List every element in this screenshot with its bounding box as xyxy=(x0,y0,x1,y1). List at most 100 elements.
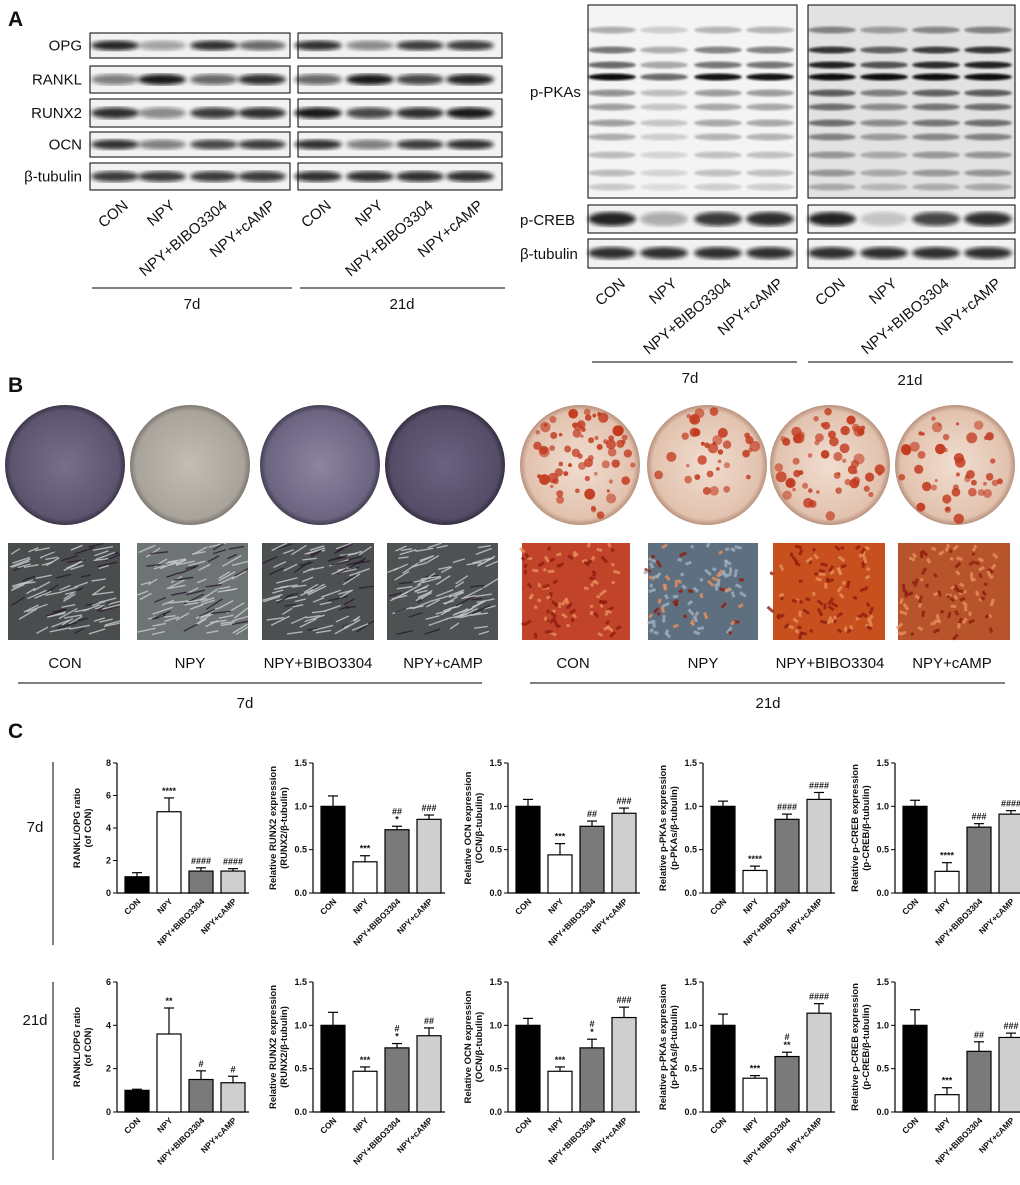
y-axis-label: (OCN/β-tubulin) xyxy=(474,1012,485,1083)
blot-band xyxy=(860,169,908,177)
cell-texture xyxy=(581,558,588,564)
y-tick-label: 1.0 xyxy=(684,1020,697,1030)
stain-spot xyxy=(692,428,701,437)
cell-texture xyxy=(282,607,293,616)
cell-texture xyxy=(175,612,190,621)
cell-texture xyxy=(185,564,199,570)
cell-texture xyxy=(477,556,495,566)
blot-band xyxy=(912,26,960,34)
cell-texture xyxy=(73,546,95,555)
cell-texture xyxy=(306,627,318,632)
cell-texture xyxy=(26,587,36,595)
y-axis-label: (of CON) xyxy=(83,808,94,847)
cell-texture xyxy=(154,596,167,603)
cell-texture xyxy=(958,582,965,588)
cell-texture xyxy=(402,562,419,574)
significance-label: # xyxy=(589,1019,594,1029)
blot-band xyxy=(138,107,186,119)
cell-texture xyxy=(946,594,951,599)
y-tick-label: 0 xyxy=(106,888,111,898)
bar xyxy=(156,1033,182,1113)
significance-label: ## xyxy=(587,809,597,819)
cell-texture xyxy=(946,543,951,548)
stain-spot xyxy=(681,432,689,440)
blot-band xyxy=(694,133,742,141)
stain-spot xyxy=(584,414,592,421)
cell-texture xyxy=(813,553,820,560)
cell-texture xyxy=(10,548,21,555)
blot-band xyxy=(588,73,636,81)
cell-texture xyxy=(610,547,615,553)
blot-band xyxy=(746,26,794,34)
blot-band xyxy=(588,169,636,177)
blot-band xyxy=(808,151,856,159)
cell-texture xyxy=(766,605,775,614)
bar xyxy=(742,1077,768,1113)
stain-spot xyxy=(820,450,830,459)
blot-band xyxy=(588,119,636,127)
stain-spot xyxy=(868,491,874,498)
cell-texture xyxy=(471,597,483,601)
condition-label: NPY xyxy=(646,275,681,308)
blot-band xyxy=(808,26,856,34)
cell-texture xyxy=(222,555,242,567)
blot-band xyxy=(808,103,856,111)
cell-texture xyxy=(971,547,976,552)
blot-band xyxy=(238,74,286,85)
cell-texture xyxy=(957,622,961,629)
stain-spot xyxy=(909,441,920,452)
cell-texture xyxy=(276,595,298,602)
bar xyxy=(806,1012,832,1113)
blot-band xyxy=(640,26,688,34)
stain-spot xyxy=(977,488,985,497)
cell-texture xyxy=(648,575,655,581)
cell-texture xyxy=(454,607,474,615)
cell-texture xyxy=(783,622,790,629)
cell-texture xyxy=(816,599,824,606)
cell-texture xyxy=(852,595,858,601)
cell-texture xyxy=(679,551,687,558)
stain-spot xyxy=(538,446,550,458)
y-tick-label: 0.0 xyxy=(489,888,502,898)
cell-texture xyxy=(961,617,968,625)
stain-spot xyxy=(966,432,978,444)
blot-band xyxy=(396,74,444,85)
blot-band xyxy=(694,119,742,127)
stain-spot xyxy=(577,462,586,470)
y-axis-label: (p-CREB/β-tubulin) xyxy=(861,785,872,870)
cell-texture xyxy=(937,590,942,597)
cell-texture xyxy=(990,563,997,570)
blot-band xyxy=(964,212,1012,226)
cell-texture xyxy=(978,572,983,579)
blot-band xyxy=(588,247,636,259)
bar xyxy=(352,1070,378,1113)
blot-band xyxy=(640,61,688,69)
blot-band xyxy=(912,103,960,111)
y-tick-label: 0.0 xyxy=(684,888,697,898)
cell-texture xyxy=(425,615,440,621)
stain-spot xyxy=(563,471,569,477)
cell-texture xyxy=(461,594,476,600)
cell-texture xyxy=(776,613,785,620)
stain-spot xyxy=(814,440,820,446)
condition-label: CON xyxy=(95,197,131,231)
cell-texture xyxy=(45,557,60,567)
bar xyxy=(547,1070,573,1113)
cell-texture xyxy=(36,626,49,635)
cell-texture xyxy=(954,561,962,569)
stain-spot xyxy=(558,432,563,437)
cell-texture xyxy=(604,609,609,617)
cell-texture xyxy=(932,591,939,597)
cell-texture xyxy=(959,596,966,602)
cell-texture xyxy=(218,571,236,582)
cell-texture xyxy=(97,561,118,568)
cell-texture xyxy=(835,611,844,619)
cell-texture xyxy=(199,588,219,601)
blot-band xyxy=(860,183,908,191)
cell-texture xyxy=(989,598,995,607)
stain-spot xyxy=(568,463,572,468)
blot-band xyxy=(396,40,444,51)
cell-texture xyxy=(819,619,828,625)
condition-label: NPY+BIBO3304 xyxy=(858,275,952,358)
